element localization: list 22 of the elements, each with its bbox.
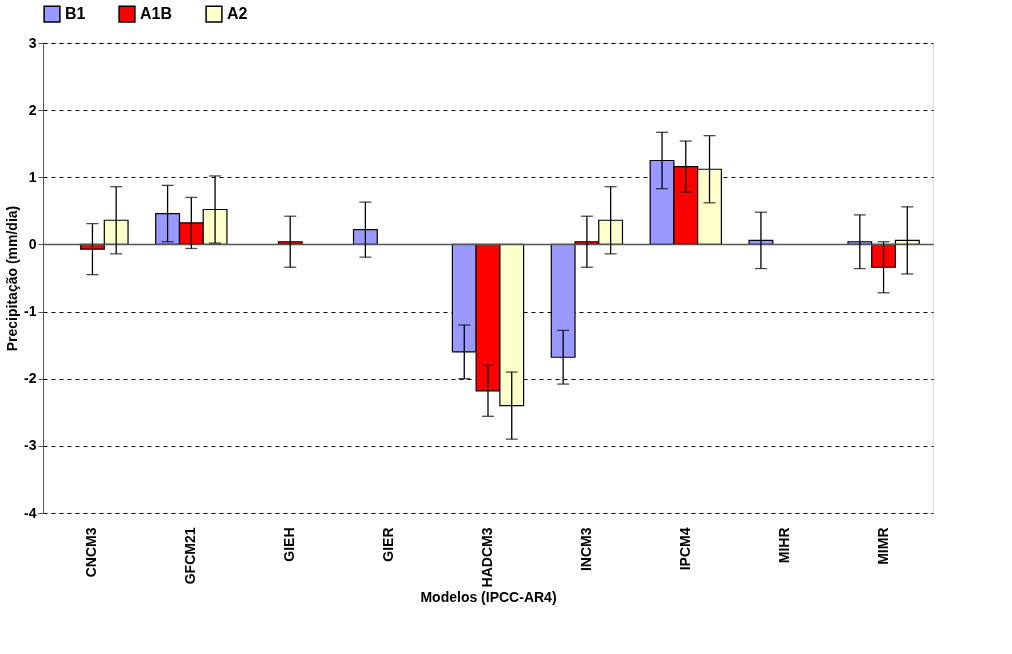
x-tick-label: MIMR: [874, 527, 891, 565]
y-tick-label: -2: [24, 370, 37, 387]
x-tick-label: GIER: [380, 527, 397, 562]
legend-label: B1: [65, 5, 86, 23]
x-tick-label: GIEH: [281, 527, 298, 562]
legend-label: A1B: [140, 5, 173, 23]
x-axis-title: Modelos (IPCC-AR4): [420, 589, 557, 606]
y-axis-title: Precipitação (mm/dia): [4, 205, 21, 352]
y-tick-label: -4: [24, 504, 37, 521]
legend-label: A2: [227, 5, 248, 23]
x-tick-label: MIHR: [775, 527, 792, 564]
x-tick-label: CNCM3: [83, 527, 100, 578]
y-tick-label: -1: [24, 303, 37, 320]
y-tick-label: 1: [28, 168, 37, 185]
x-tick-label: IPCM4: [676, 527, 693, 571]
x-tick-label: GFCM21: [182, 527, 199, 585]
y-tick-label: 0: [28, 235, 37, 252]
y-tick-label: -3: [24, 437, 37, 454]
x-tick-label: HADCM3: [479, 527, 495, 588]
x-tick-label: INCM3: [577, 527, 594, 572]
y-tick-label: 3: [28, 34, 37, 51]
y-tick-label: 2: [28, 101, 37, 118]
